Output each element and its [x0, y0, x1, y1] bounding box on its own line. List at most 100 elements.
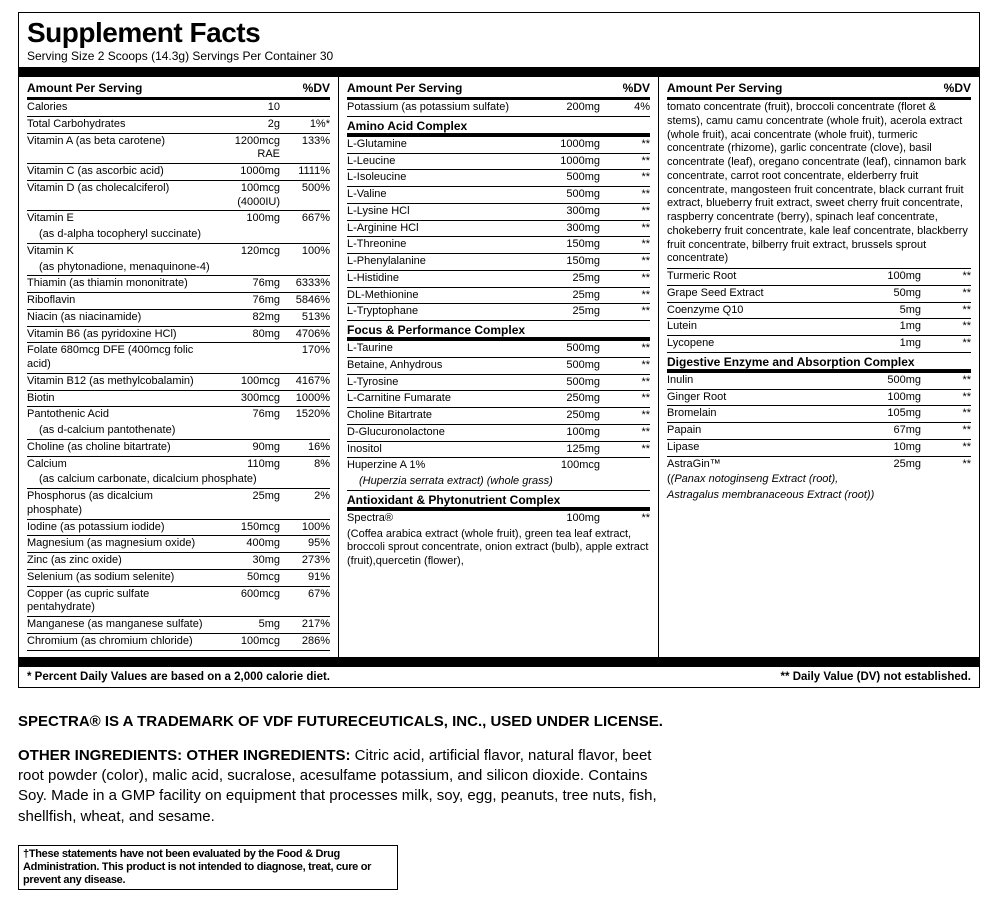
daily-value: 95% [284, 537, 330, 551]
amount: 500mg [534, 171, 604, 185]
amount: 500mg [534, 342, 604, 356]
serving-line: Serving Size 2 Scoops (14.3g) Servings P… [19, 49, 979, 67]
nutrient-name: Selenium (as sodium selenite) [27, 571, 214, 585]
amount: 125mg [534, 443, 604, 457]
amount: 105mg [855, 407, 925, 421]
daily-value: 91% [284, 571, 330, 585]
daily-value: ** [925, 287, 971, 301]
astragin-desc2: Astragalus membranaceous Extract (root)) [667, 488, 971, 504]
nutrient-name: Copper (as cupric sulfate pentahydrate) [27, 588, 214, 616]
amount: 82mg [214, 311, 284, 325]
amount: 5mg [214, 618, 284, 632]
nutrient-name: (Huperzia serrata extract) (whole grass) [347, 475, 650, 489]
daily-value: ** [604, 512, 650, 526]
col-head: Amount Per Serving %DV [347, 77, 650, 100]
nutrient-name: Huperzine A 1% [347, 459, 534, 473]
spectra-continuation: tomato concentrate (fruit), broccoli con… [667, 100, 971, 269]
daily-value: 2% [284, 490, 330, 518]
nutrient-name: Vitamin E [27, 212, 214, 226]
amount: 250mg [534, 409, 604, 423]
amount: 25mg [534, 272, 604, 286]
divider-bar [19, 657, 979, 667]
daily-value: 217% [284, 618, 330, 632]
nutrient-name: Magnesium (as magnesium oxide) [27, 537, 214, 551]
table-row: (as calcium carbonate, dicalcium phospha… [27, 472, 330, 489]
daily-value: 667% [284, 212, 330, 226]
table-row: Vitamin B12 (as methylcobalamin)100mcg41… [27, 374, 330, 391]
nutrient-name: Potassium (as potassium sulfate) [347, 101, 534, 115]
nutrient-name: L-Threonine [347, 238, 534, 252]
daily-value: ** [604, 409, 650, 423]
nutrient-name: L-Tyrosine [347, 376, 534, 390]
daily-value: ** [604, 205, 650, 219]
daily-value: ** [925, 374, 971, 388]
nutrient-name: D-Glucuronolactone [347, 426, 534, 440]
daily-value: 513% [284, 311, 330, 325]
amount: 1000mg [534, 155, 604, 169]
daily-value: ** [604, 272, 650, 286]
nutrient-name: L-Arginine HCl [347, 222, 534, 236]
section-heading: Amino Acid Complex [347, 117, 650, 137]
table-row: L-Isoleucine500mg** [347, 170, 650, 187]
nutrient-name: L-Isoleucine [347, 171, 534, 185]
nutrient-name: Thiamin (as thiamin mononitrate) [27, 277, 214, 291]
table-row: L-Arginine HCl300mg** [347, 221, 650, 238]
daily-value: ** [604, 222, 650, 236]
table-row: L-Threonine150mg** [347, 237, 650, 254]
amount: 200mg [534, 101, 604, 115]
nutrient-name: Calcium [27, 458, 214, 472]
table-row: Huperzine A 1%100mcg [347, 458, 650, 474]
below-panel: SPECTRA® IS A TRADEMARK OF VDF FUTURECEU… [18, 712, 980, 891]
daily-value: 67% [284, 588, 330, 616]
table-row: Lipase10mg** [667, 440, 971, 457]
column-2: Amount Per Serving %DV Potassium (as pot… [339, 77, 659, 657]
table-row: Choline (as choline bitartrate)90mg16% [27, 440, 330, 457]
table-row: Betaine, Anhydrous500mg** [347, 358, 650, 375]
nutrient-name: Inulin [667, 374, 855, 388]
nutrient-name: DL-Methionine [347, 289, 534, 303]
table-row: L-Tyrosine500mg** [347, 375, 650, 392]
amount: 10 [214, 101, 284, 115]
nutrient-name: (as d-alpha tocopheryl succinate) [27, 228, 330, 242]
table-row: Turmeric Root100mg** [667, 269, 971, 286]
amount: 300mg [534, 205, 604, 219]
amount: 150mg [534, 238, 604, 252]
fda-disclaimer: †These statements have not been evaluate… [18, 845, 398, 891]
table-row: Thiamin (as thiamin mononitrate)76mg6333… [27, 276, 330, 293]
amount: 100mg [534, 426, 604, 440]
footnote-right: ** Daily Value (DV) not established. [781, 671, 971, 683]
nutrient-name: Niacin (as niacinamide) [27, 311, 214, 325]
table-row: Grape Seed Extract50mg** [667, 286, 971, 303]
col-head: Amount Per Serving %DV [667, 77, 971, 100]
table-row: Potassium (as potassium sulfate)200mg4% [347, 100, 650, 117]
nutrient-name: Vitamin K [27, 245, 214, 259]
nutrient-name: Vitamin C (as ascorbic acid) [27, 165, 214, 179]
nutrient-name: Inositol [347, 443, 534, 457]
daily-value: 170% [284, 344, 330, 372]
nutrient-name: Lutein [667, 320, 855, 334]
nutrient-name: Lipase [667, 441, 855, 455]
amount: 25mg [534, 305, 604, 319]
column-3: Amount Per Serving %DV tomato concentrat… [659, 77, 979, 657]
section-heading: Digestive Enzyme and Absorption Complex [667, 353, 971, 373]
nutrient-name: Grape Seed Extract [667, 287, 855, 301]
table-row: (Huperzia serrata extract) (whole grass) [347, 474, 650, 491]
nutrient-name: Vitamin A (as beta carotene) [27, 135, 214, 163]
table-row: L-Phenylalanine150mg** [347, 254, 650, 271]
table-row: Vitamin E100mg667% [27, 211, 330, 227]
daily-value: 100% [284, 245, 330, 259]
table-row: Phosphorus (as dicalcium phosphate)25mg2… [27, 489, 330, 520]
table-row: Lycopene1mg** [667, 336, 971, 353]
nutrient-name: Coenzyme Q10 [667, 304, 855, 318]
amount: 120mcg [214, 245, 284, 259]
amount: 500mg [534, 376, 604, 390]
table-row: Zinc (as zinc oxide)30mg273% [27, 553, 330, 570]
head-dv: %DV [303, 81, 330, 95]
nutrient-name: Lycopene [667, 337, 855, 351]
nutrient-name: Iodine (as potassium iodide) [27, 521, 214, 535]
nutrient-name: L-Lysine HCl [347, 205, 534, 219]
table-row: AstraGin™25mg** [667, 457, 971, 473]
nutrient-name: Pantothenic Acid [27, 408, 214, 422]
amount: 100mg [855, 391, 925, 405]
table-row: Vitamin B6 (as pyridoxine HCl)80mg4706% [27, 327, 330, 344]
